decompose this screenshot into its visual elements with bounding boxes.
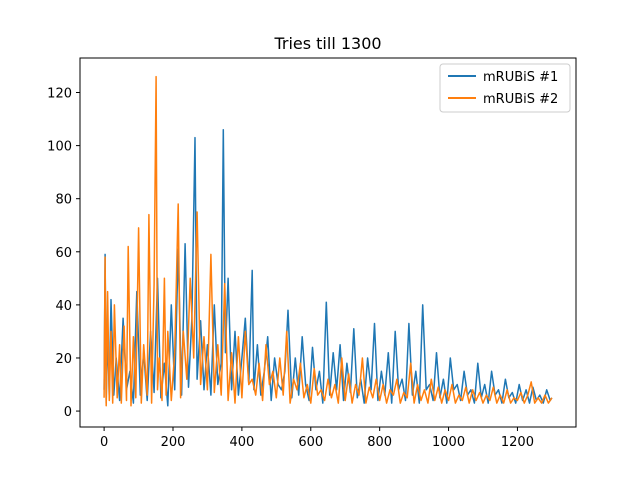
legend-label: mRUBiS #1 <box>483 70 558 85</box>
x-tick-label: 600 <box>298 435 323 450</box>
y-tick-label: 0 <box>64 405 72 420</box>
x-tick-label: 1000 <box>432 435 465 450</box>
y-tick-label: 120 <box>47 87 72 102</box>
x-tick-label: 200 <box>161 435 186 450</box>
x-tick-label: 400 <box>229 435 254 450</box>
y-tick-label: 100 <box>47 140 72 155</box>
y-tick-label: 60 <box>55 246 72 261</box>
legend-label: mRUBiS #2 <box>483 92 558 107</box>
series-layer <box>103 75 553 407</box>
series-line-2 <box>103 75 553 407</box>
chart-title: Tries till 1300 <box>273 34 381 53</box>
legend: mRUBiS #1 mRUBiS #2 <box>439 63 571 113</box>
y-tick-label: 20 <box>55 352 72 367</box>
axes-layer: 0 200 400 600 800 1000 1200 0 20 40 60 80 100 120 <box>47 87 534 450</box>
x-tick-label: 1200 <box>501 435 534 450</box>
x-tick-label: 0 <box>100 435 108 450</box>
y-tick-label: 40 <box>55 299 72 314</box>
y-tick-label: 80 <box>55 193 72 208</box>
series-line-1 <box>103 128 553 407</box>
x-tick-label: 800 <box>367 435 392 450</box>
plot-frame <box>79 57 577 428</box>
